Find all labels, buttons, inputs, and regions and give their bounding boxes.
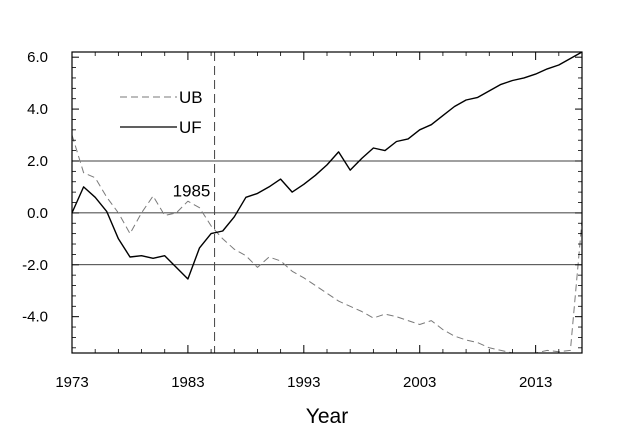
axis-ticks <box>71 52 582 353</box>
legend-uf-label: UF <box>179 118 202 137</box>
grid-lines <box>72 160 582 266</box>
axis-tick-labels: -4.0 -2.0 0.0 2.0 4.0 6.0 1973 1983 1993 2003 2013 <box>22 49 552 391</box>
x-tick-label: 1993 <box>287 374 320 391</box>
legend-ub-label: UB <box>179 88 203 107</box>
series-line-uf <box>71 51 583 280</box>
y-tick-label: 2.0 <box>27 153 48 170</box>
y-tick-label: 4.0 <box>27 101 48 118</box>
y-tick-label: 0.0 <box>27 205 48 222</box>
x-tick-label: 2003 <box>403 374 436 391</box>
x-tick-label: 1983 <box>171 374 204 391</box>
legend: UB UF <box>120 88 203 137</box>
series-line-ub <box>71 134 583 354</box>
series-layer <box>71 51 583 354</box>
y-tick-label: -2.0 <box>22 257 48 274</box>
annotation-label: 1985 <box>173 182 211 201</box>
x-tick-label: 2013 <box>519 374 552 391</box>
y-tick-label: 6.0 <box>27 49 48 66</box>
y-tick-label: -4.0 <box>22 309 48 326</box>
x-axis-label: Year <box>306 405 348 428</box>
x-tick-label: 1973 <box>55 374 88 391</box>
